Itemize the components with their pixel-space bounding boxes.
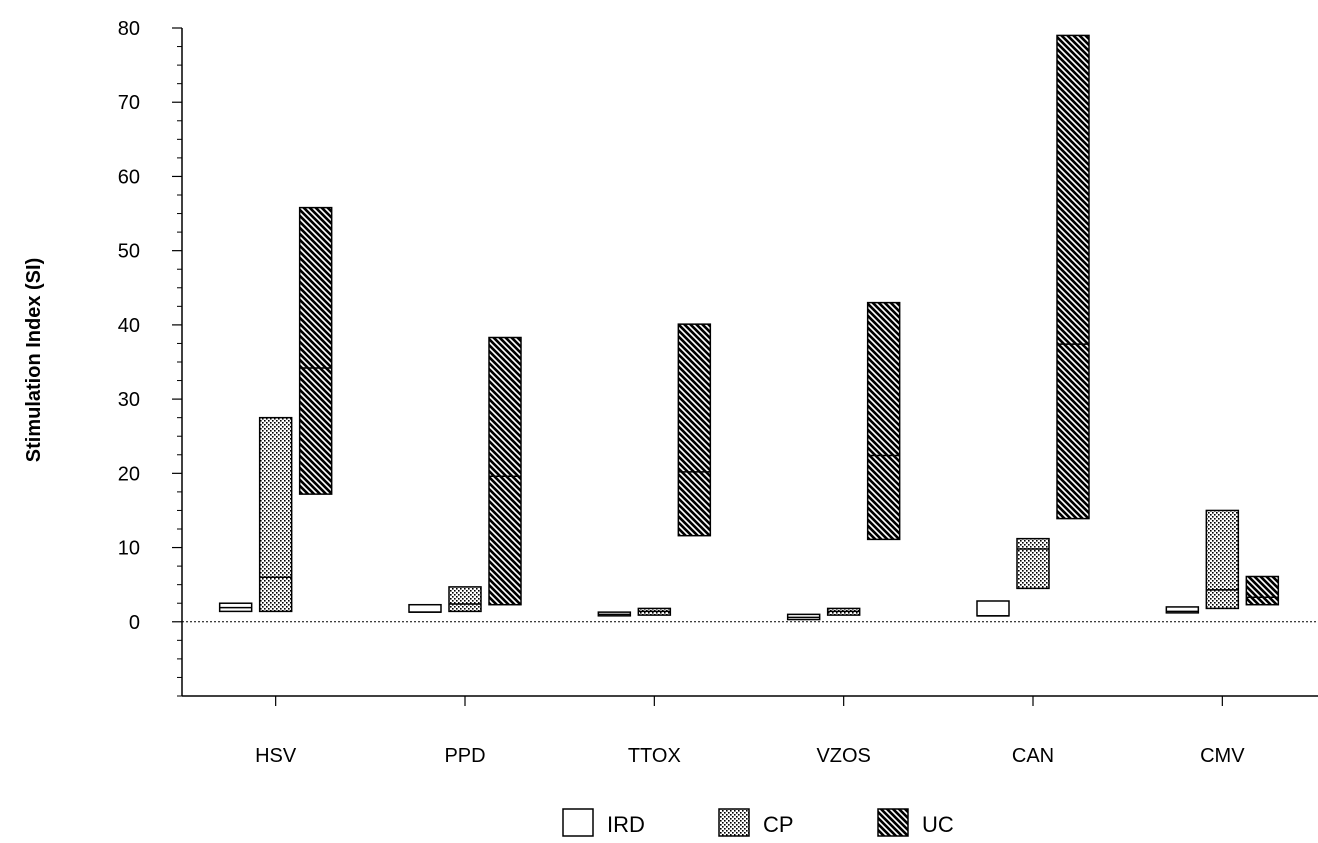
bar-ird-can — [976, 600, 1010, 617]
bar-uc-cmv — [1245, 575, 1280, 606]
y-tick-label: 10 — [118, 538, 140, 560]
bar-cp-hsv — [258, 416, 293, 613]
bar-uc-can — [1056, 34, 1090, 520]
legend-swatch-uc — [877, 808, 909, 837]
bar-cp-cmv — [1205, 509, 1240, 610]
bars — [218, 34, 1280, 621]
axes: 0 10 20 30 40 50 60 70 80 HSV PPD TTOX VZOS CAN CMV — [118, 18, 1318, 767]
bar-cp-can — [1016, 537, 1050, 590]
y-tick-label: 80 — [118, 18, 140, 40]
y-tick-label: 70 — [118, 92, 140, 114]
x-tick-label: CAN — [1012, 745, 1054, 767]
y-tick-label: 0 — [129, 612, 140, 634]
bar-uc-hsv — [298, 206, 333, 495]
legend-label-cp: CP — [763, 812, 794, 837]
bar-cp-ppd — [448, 586, 482, 613]
x-tick-label: HSV — [255, 745, 297, 767]
legend-label-uc: UC — [922, 812, 954, 837]
bar-ird-cmv — [1165, 606, 1200, 614]
legend-swatch-ird — [562, 808, 594, 837]
legend-label-ird: IRD — [607, 812, 645, 837]
x-tick-label: CMV — [1200, 745, 1245, 767]
y-tick-label: 50 — [118, 241, 140, 263]
x-tick-label: PPD — [444, 745, 485, 767]
bar-uc-vzos — [866, 301, 901, 541]
y-tick-label: 20 — [118, 463, 140, 485]
x-tick-label: VZOS — [816, 745, 870, 767]
legend: IRD CP UC — [562, 808, 954, 837]
bar-uc-ttox — [677, 323, 712, 537]
y-tick-label: 30 — [118, 389, 140, 411]
y-axis-label: Stimulation Index (SI) — [23, 258, 45, 462]
y-tick-label: 40 — [118, 315, 140, 337]
x-tick-label: TTOX — [628, 745, 681, 767]
y-tick-label: 60 — [118, 166, 140, 188]
legend-swatch-cp — [718, 808, 750, 837]
bar-ird-ppd — [408, 603, 442, 613]
bar-uc-ppd — [488, 336, 522, 606]
